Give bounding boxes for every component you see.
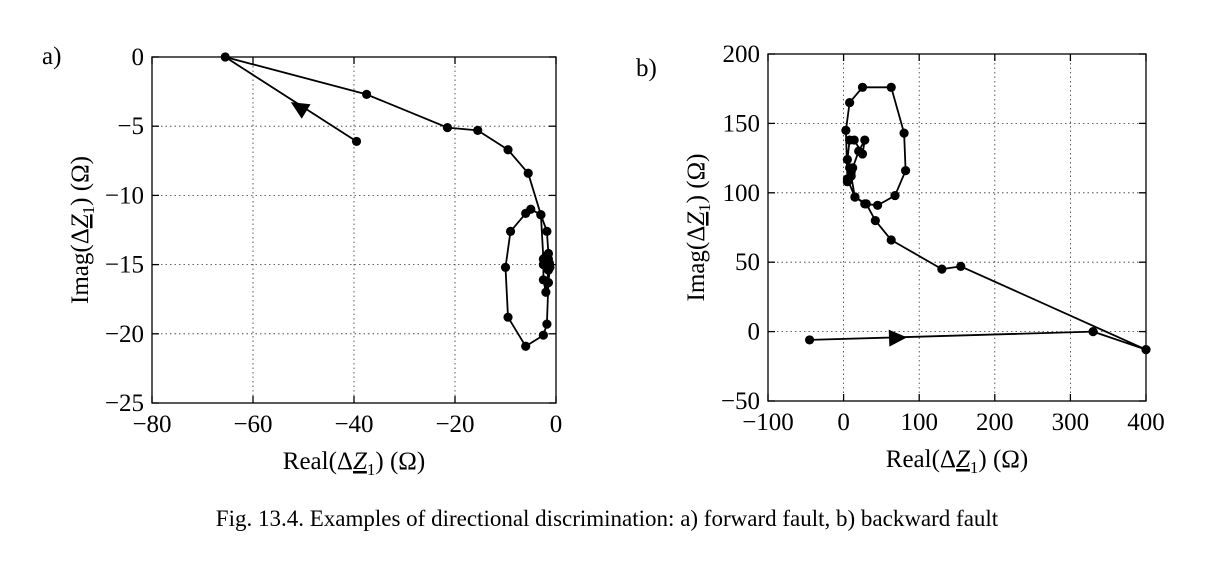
x-tick-label: 100 bbox=[900, 409, 938, 436]
data-point bbox=[503, 145, 513, 155]
data-point bbox=[956, 261, 966, 271]
x-tick-label: −20 bbox=[435, 411, 474, 438]
y-tick-label: 50 bbox=[735, 249, 760, 276]
data-point bbox=[1141, 345, 1151, 355]
data-point bbox=[886, 82, 896, 92]
data-point bbox=[541, 251, 551, 261]
y-tick-label: 200 bbox=[723, 41, 761, 68]
x-axis-label: Real(ΔZ1) (Ω) bbox=[283, 448, 425, 479]
data-point bbox=[442, 122, 453, 133]
data-point bbox=[505, 226, 516, 236]
chart-panel-b: −100 0 100 200 300 400 200 150 100 50 0 −50 Real(ΔZ1… bbox=[636, 41, 1165, 477]
x-axis-label: Real(ΔZ1) (Ω) bbox=[886, 446, 1028, 477]
y-tick-label: 0 bbox=[132, 44, 145, 71]
data-point bbox=[842, 154, 852, 165]
data-point bbox=[841, 125, 851, 135]
series-line bbox=[809, 86, 1147, 351]
data-point bbox=[521, 341, 531, 351]
data-point bbox=[542, 226, 552, 236]
data-point bbox=[351, 136, 362, 147]
y-tick-label: 0 bbox=[748, 319, 761, 346]
data-point bbox=[842, 177, 852, 187]
data-point bbox=[503, 312, 513, 322]
y-axis-label: Imag(ΔZ1) (Ω) bbox=[67, 156, 98, 304]
direction-arrow bbox=[290, 102, 311, 119]
y-tick-label: −5 bbox=[117, 113, 144, 140]
data-point bbox=[860, 135, 870, 145]
data-point bbox=[860, 199, 870, 209]
data-point bbox=[873, 200, 883, 210]
data-point bbox=[526, 204, 536, 214]
data-point bbox=[538, 260, 548, 270]
data-point bbox=[890, 190, 900, 201]
data-point bbox=[857, 82, 868, 92]
data-point bbox=[536, 210, 546, 220]
x-tick-label: 400 bbox=[1127, 409, 1165, 436]
x-tick-label: 200 bbox=[976, 409, 1014, 436]
panel-label: b) bbox=[636, 55, 657, 82]
data-point bbox=[538, 330, 548, 340]
panel-label: a) bbox=[42, 43, 61, 70]
data-point bbox=[899, 128, 909, 138]
chart-panel-a: −80 −60 −40 −20 0 0 −5 −10 −15 −20 −25 Real(ΔZ1) (Ω… bbox=[42, 43, 562, 479]
data-point bbox=[886, 235, 896, 245]
data-point bbox=[542, 319, 552, 329]
data-point bbox=[845, 97, 855, 108]
y-tick-label: −50 bbox=[721, 388, 760, 415]
data-point bbox=[850, 192, 860, 202]
data-point bbox=[362, 89, 372, 99]
data-point bbox=[900, 165, 911, 176]
data-point bbox=[538, 275, 548, 285]
data-point bbox=[473, 125, 483, 135]
data-point bbox=[500, 262, 511, 272]
x-tick-label: −60 bbox=[233, 411, 272, 438]
data-point bbox=[854, 146, 864, 156]
series-line bbox=[224, 56, 551, 348]
x-tick-label: −80 bbox=[132, 411, 171, 438]
x-tick-label: −40 bbox=[334, 411, 373, 438]
figure-caption: Fig. 13.4. Examples of directional discr… bbox=[215, 506, 999, 531]
data-point bbox=[870, 215, 880, 226]
x-tick-label: 0 bbox=[837, 409, 850, 436]
data-point bbox=[523, 168, 533, 178]
y-tick-label: −15 bbox=[105, 252, 144, 279]
plot-frame bbox=[767, 53, 1147, 402]
x-tick-label: 300 bbox=[1052, 409, 1090, 436]
plot-frame bbox=[151, 56, 557, 404]
data-point bbox=[849, 135, 859, 145]
data-point bbox=[1088, 327, 1098, 337]
x-tick-label: 0 bbox=[550, 411, 563, 438]
data-point bbox=[846, 167, 856, 177]
data-point bbox=[937, 264, 947, 274]
data-point bbox=[541, 287, 551, 297]
y-tick-label: −10 bbox=[105, 182, 144, 209]
y-axis-label: Imag(ΔZ1) (Ω) bbox=[683, 154, 714, 302]
x-tick-label: −100 bbox=[742, 409, 794, 436]
data-point bbox=[804, 335, 815, 345]
y-tick-label: −25 bbox=[105, 390, 144, 417]
direction-arrow bbox=[888, 329, 908, 347]
y-tick-label: −20 bbox=[105, 321, 144, 348]
y-tick-label: 150 bbox=[723, 110, 761, 137]
data-point bbox=[220, 52, 230, 62]
y-tick-label: 100 bbox=[723, 180, 761, 207]
